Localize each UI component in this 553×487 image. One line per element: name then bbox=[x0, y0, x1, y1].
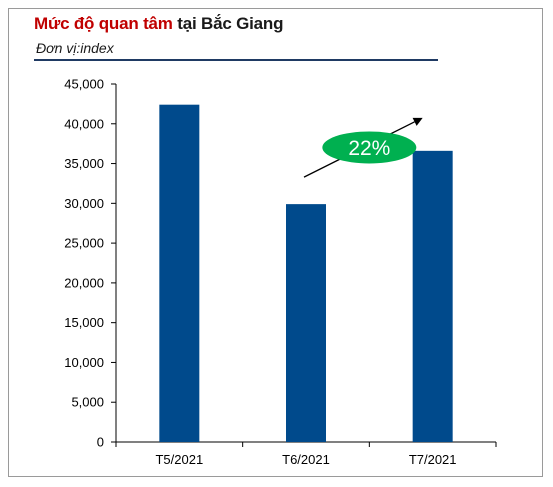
y-tick-label: 20,000 bbox=[64, 275, 104, 290]
bars bbox=[159, 104, 453, 442]
growth-annotation: 22% bbox=[303, 117, 423, 178]
arrow-head-icon bbox=[412, 117, 423, 126]
x-axis: T5/2021 T6/2021 T7/2021 bbox=[115, 441, 497, 467]
y-tick-label: 40,000 bbox=[64, 116, 104, 131]
growth-badge-label: 22% bbox=[348, 137, 390, 160]
y-tick-label: 5,000 bbox=[71, 395, 104, 410]
y-tick-label: 45,000 bbox=[64, 77, 104, 92]
x-tick-label: T7/2021 bbox=[409, 452, 457, 467]
chart-title-rest: tại Bắc Giang bbox=[177, 14, 284, 33]
chart-title-accent: Mức độ quan tâm bbox=[34, 14, 173, 33]
y-axis: 0 5,000 10,000 15,000 20,000 25,000 30,000 35,0… bbox=[64, 77, 117, 450]
title-underline bbox=[34, 59, 438, 61]
y-tick-label: 10,000 bbox=[64, 355, 104, 370]
chart-title: Mức độ quan tâm tại Bắc Giang bbox=[34, 14, 283, 34]
x-tick-label: T5/2021 bbox=[155, 452, 203, 467]
y-tick-label: 25,000 bbox=[64, 236, 104, 251]
y-tick-label: 0 bbox=[97, 435, 104, 450]
y-tick-label: 30,000 bbox=[64, 196, 104, 211]
chart-frame bbox=[8, 8, 543, 477]
x-tick-label: T6/2021 bbox=[282, 452, 330, 467]
bar bbox=[286, 204, 326, 442]
bar bbox=[412, 150, 453, 442]
bar bbox=[159, 104, 200, 442]
y-tick-label: 15,000 bbox=[64, 315, 104, 330]
unit-label: Đơn vị:index bbox=[36, 40, 114, 56]
growth-badge bbox=[322, 131, 417, 164]
y-tick-label: 35,000 bbox=[64, 156, 104, 171]
